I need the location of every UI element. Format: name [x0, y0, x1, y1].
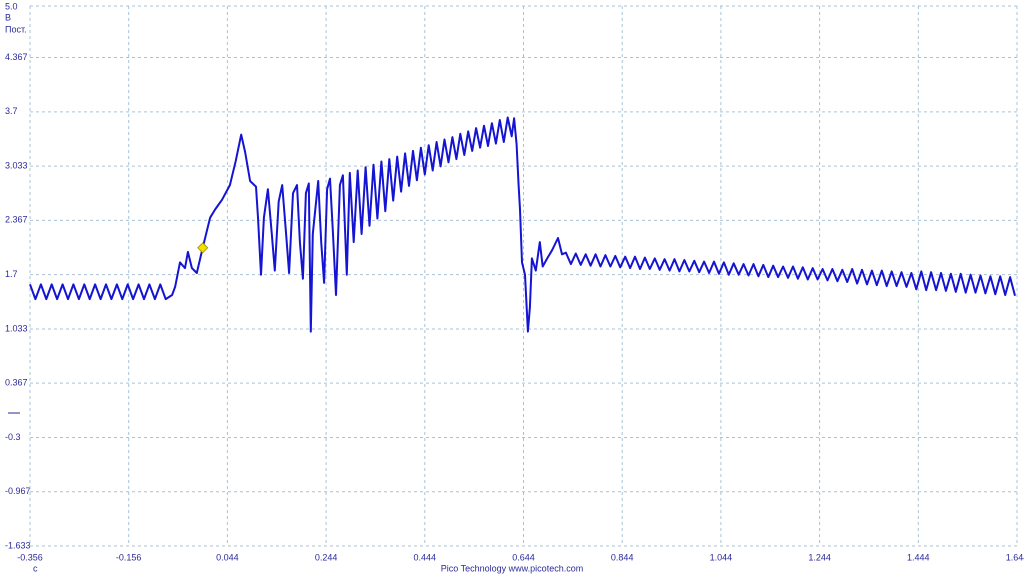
x-tick-label: 0.244 [315, 552, 338, 562]
x-tick-label: 0.044 [216, 552, 239, 562]
coupling: Пост. [5, 24, 27, 34]
x-tick-label: 0.444 [414, 552, 437, 562]
x-tick-label: -0.356 [17, 552, 43, 562]
y-tick-label: 1.7 [5, 269, 18, 279]
y-unit: В [5, 12, 11, 22]
x-tick-label: 1.644 [1006, 552, 1024, 562]
y-tick-label: 3.7 [5, 106, 18, 116]
waveform [29, 116, 1016, 333]
footer: Pico Technology www.picotech.com [441, 563, 583, 573]
trigger-marker [197, 242, 209, 254]
y-tick-label: 0.367 [5, 378, 28, 388]
x-tick-label: 1.044 [710, 552, 733, 562]
y-tick-label: 5.0 [5, 1, 18, 11]
y-tick-label: -0.967 [5, 486, 31, 496]
x-unit: с [33, 563, 38, 573]
y-tick-label: 4.367 [5, 52, 28, 62]
y-tick-label: -0.3 [5, 432, 21, 442]
x-tick-label: 0.844 [611, 552, 634, 562]
x-tick-label: -0.156 [116, 552, 142, 562]
y-tick-label: -1.633 [5, 540, 31, 550]
x-tick-label: 1.244 [808, 552, 831, 562]
x-tick-label: 1.444 [907, 552, 930, 562]
y-tick-label: 1.033 [5, 323, 28, 333]
y-tick-label: 2.367 [5, 215, 28, 225]
y-tick-label: 3.033 [5, 161, 28, 171]
x-tick-label: 0.644 [512, 552, 535, 562]
